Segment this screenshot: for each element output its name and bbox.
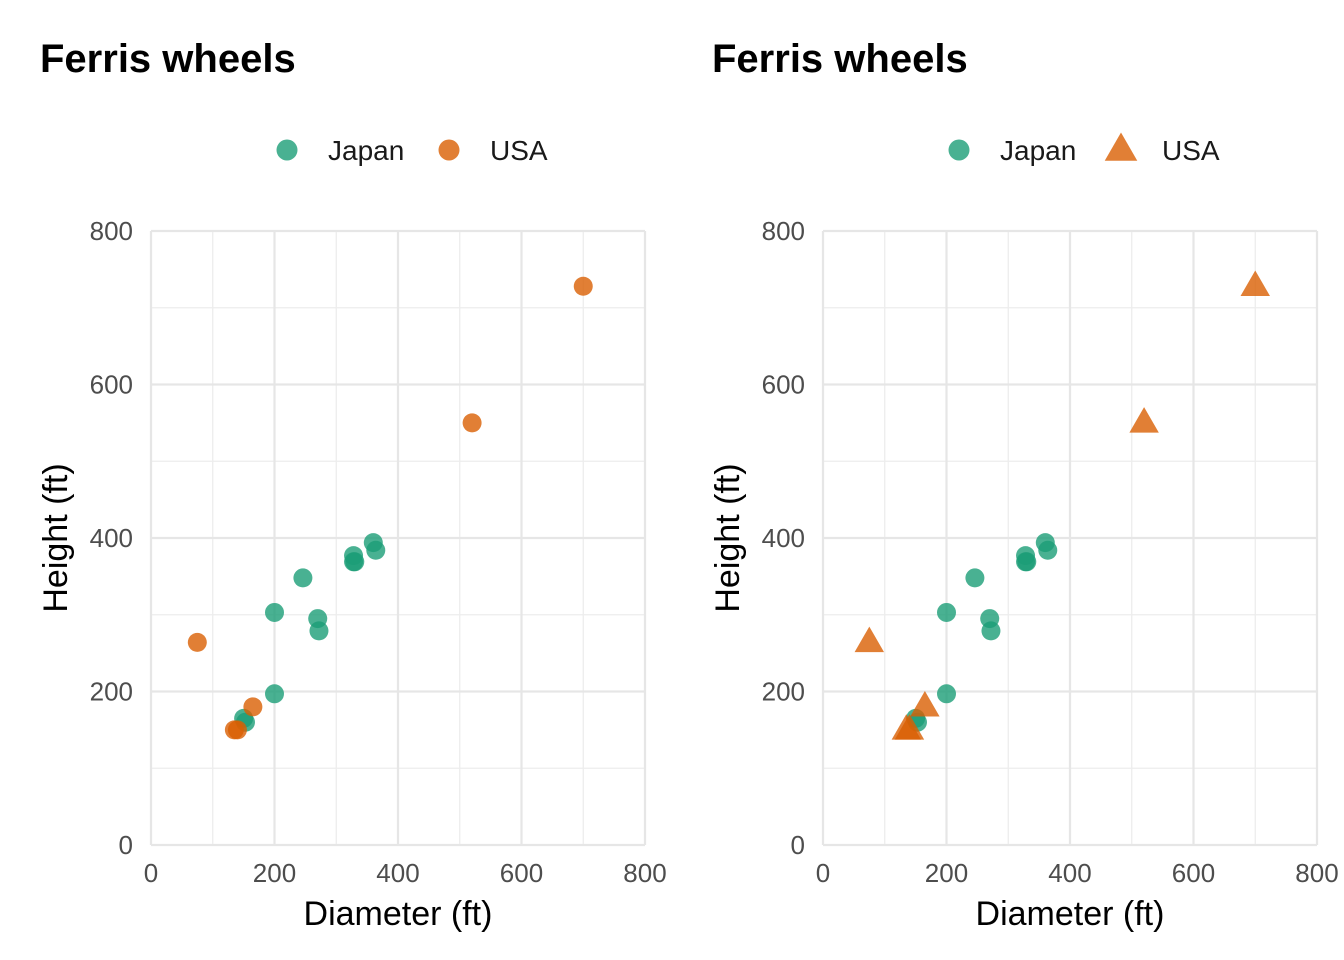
data-point-japan — [366, 540, 386, 560]
y-axis-title: Height (ft) — [709, 463, 747, 612]
y-tick-label: 0 — [119, 830, 133, 860]
x-axis-title: Diameter (ft) — [976, 895, 1165, 933]
legend-marker-japan — [276, 139, 298, 161]
data-point-usa — [1240, 270, 1270, 296]
data-point-japan — [1017, 552, 1037, 572]
data-points — [854, 270, 1270, 740]
x-tick-label: 600 — [1172, 858, 1215, 888]
legend-marker-shape — [948, 139, 970, 161]
x-tick-label: 0 — [144, 858, 158, 888]
data-point-japan — [265, 602, 284, 622]
data-point-usa — [1129, 407, 1159, 433]
x-tick-label: 400 — [1048, 858, 1091, 888]
legend-label-usa: USA — [1162, 135, 1220, 166]
legend-marker-usa — [1104, 132, 1138, 161]
data-point-japan — [1038, 540, 1058, 560]
x-tick-label: 400 — [376, 858, 419, 888]
y-tick-label: 800 — [90, 216, 133, 246]
legend-marker-usa — [438, 139, 460, 161]
data-point-usa — [854, 626, 885, 653]
legend-marker-shape — [276, 139, 298, 161]
y-axis-title: Height (ft) — [37, 463, 75, 612]
chart-title: Ferris wheels — [712, 37, 968, 81]
legend-label-japan: Japan — [1000, 135, 1076, 166]
x-axis-ticks: 0 200 400 600 800 — [144, 858, 667, 888]
x-tick-label: 800 — [1295, 858, 1338, 888]
chart-panel-right: Ferris wheels Japan USA 0 200 400 600 80… — [709, 37, 1339, 933]
y-tick-label: 400 — [762, 523, 805, 553]
legend: Japan USA — [948, 132, 1220, 166]
data-point-usa — [243, 697, 263, 717]
x-tick-label: 200 — [925, 858, 968, 888]
x-tick-label: 800 — [623, 858, 666, 888]
legend-marker-shape — [1104, 132, 1138, 161]
data-point-japan — [965, 568, 985, 588]
y-tick-label: 600 — [762, 370, 805, 400]
data-point-japan — [309, 621, 329, 641]
x-tick-label: 200 — [253, 858, 296, 888]
x-axis-title: Diameter (ft) — [304, 895, 493, 933]
x-tick-label: 600 — [500, 858, 543, 888]
data-point-japan — [345, 552, 365, 572]
data-point-usa — [573, 276, 593, 296]
y-axis-ticks: 0 200 400 600 800 — [762, 216, 805, 860]
legend-marker-japan — [948, 139, 970, 161]
data-point-usa — [227, 720, 247, 740]
legend-label-usa: USA — [490, 135, 548, 166]
chart-panel-left: Ferris wheels Japan USA 0 200 400 600 80… — [37, 37, 667, 933]
chart-title: Ferris wheels — [40, 37, 296, 81]
data-point-japan — [293, 568, 313, 588]
y-tick-label: 200 — [762, 677, 805, 707]
data-point-usa — [894, 714, 925, 740]
legend-marker-shape — [438, 139, 460, 161]
y-axis-ticks: 0 200 400 600 800 — [90, 216, 133, 860]
data-point-japan — [265, 684, 284, 704]
grid — [821, 229, 1319, 847]
legend-label-japan: Japan — [328, 135, 404, 166]
y-tick-label: 0 — [791, 830, 805, 860]
data-point-japan — [937, 684, 956, 704]
y-tick-label: 600 — [90, 370, 133, 400]
y-tick-label: 800 — [762, 216, 805, 246]
data-point-usa — [187, 632, 207, 652]
y-tick-label: 400 — [90, 523, 133, 553]
grid — [149, 229, 647, 847]
data-point-japan — [981, 621, 1001, 641]
x-axis-ticks: 0 200 400 600 800 — [816, 858, 1339, 888]
x-tick-label: 0 — [816, 858, 830, 888]
data-point-japan — [937, 602, 956, 622]
data-point-usa — [910, 691, 940, 717]
legend: Japan USA — [276, 135, 548, 166]
data-point-usa — [462, 413, 482, 433]
data-points — [187, 276, 593, 740]
y-tick-label: 200 — [90, 677, 133, 707]
